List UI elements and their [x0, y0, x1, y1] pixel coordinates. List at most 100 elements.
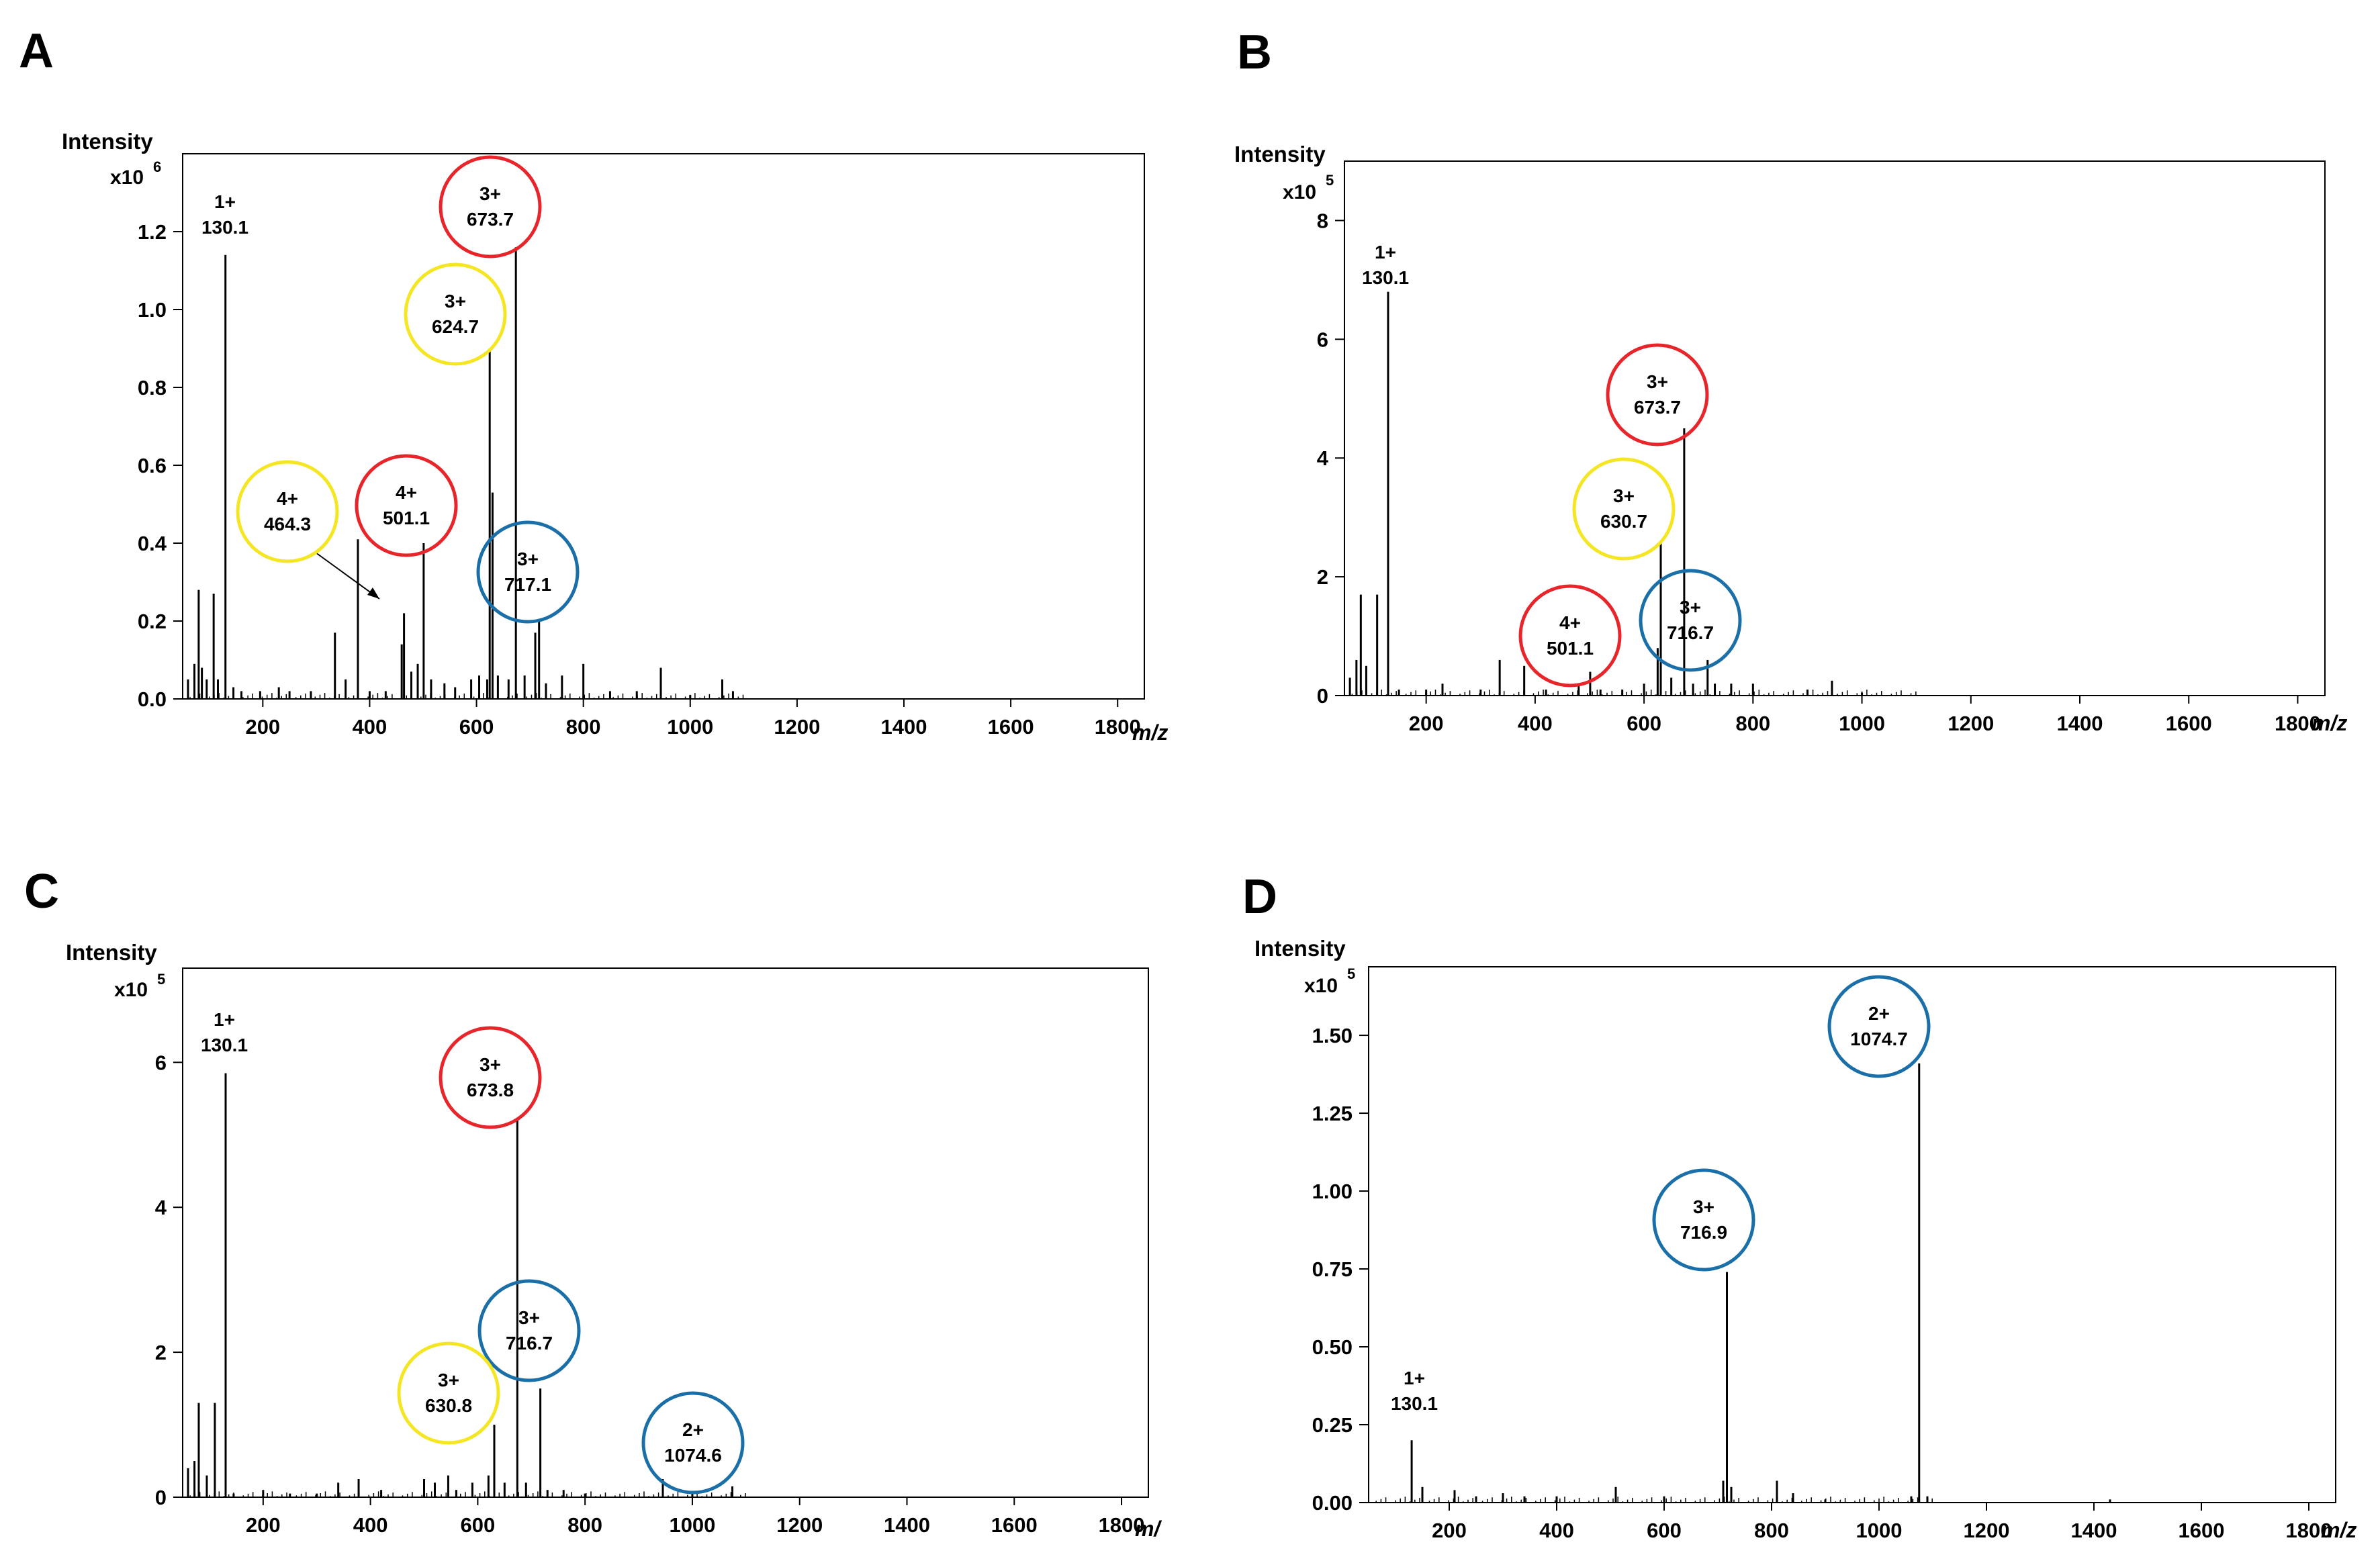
peak-annotations: 1+ 130.1 3+ 673.7 3+ 624.7 4+ 464.3 4+ 501.1 3+ 717…	[201, 155, 1931, 1495]
baseline-noise	[1351, 690, 1917, 696]
x-tick-label: 400	[353, 715, 387, 739]
charge-label: 1+	[214, 1009, 235, 1030]
y-tick-label: 2	[155, 1341, 167, 1364]
multiplier-c: x10	[114, 979, 148, 1001]
mz-label: 630.7	[1600, 511, 1647, 532]
y-axis-label-c: Intensity	[66, 940, 157, 965]
x-tick-label: 1600	[2166, 712, 2212, 735]
spectrum-c	[187, 1073, 746, 1497]
y-ticks-a: 0.0 0.2 0.4 0.6 0.8 1.0 1.2	[138, 220, 183, 711]
charge-label: 3+	[1613, 485, 1635, 506]
x-axis-label-a: m/z	[1132, 720, 1168, 745]
y-tick-label: 4	[1317, 446, 1329, 470]
peak-annotation-d: 1+ 130.1	[1391, 1368, 1438, 1414]
peak-annotation-d: 2+ 1074.7	[1827, 975, 1931, 1078]
annotation-circle	[1572, 457, 1676, 561]
x-tick-label: 1200	[1964, 1519, 2010, 1542]
peak-annotation-b: 3+ 716.7	[1639, 569, 1742, 672]
arrowhead-a	[367, 587, 379, 599]
x-tick-label: 1800	[1095, 715, 1141, 739]
y-tick-label: 0.8	[138, 376, 167, 399]
x-ticks-a: 200 400 600 800 1000 1200 1400 1600 1800	[245, 699, 1141, 739]
mz-label: 673.8	[467, 1080, 514, 1100]
y-ticks-d: 0.00 0.25 0.50 0.75 1.00 1.25 1.50	[1312, 1024, 1369, 1515]
charge-label: 3+	[438, 1370, 459, 1390]
x-tick-label: 1200	[774, 715, 820, 739]
panel-a: A Intensity x10 6 m/z 0.0 0.2 0.4 0.6 0.8 1.0…	[19, 24, 1168, 745]
x-tick-label: 1000	[1839, 712, 1885, 735]
mz-label: 624.7	[432, 316, 479, 337]
annotation-circle	[1652, 1168, 1755, 1272]
mz-label: 501.1	[1547, 638, 1594, 659]
mz-label: 130.1	[1391, 1393, 1438, 1414]
x-axis-label-d: m/z	[2321, 1518, 2356, 1542]
peak-annotation-b: 3+ 673.7	[1606, 343, 1709, 446]
plot-frame-b	[1344, 160, 2326, 696]
x-tick-label: 200	[1432, 1519, 1467, 1542]
x-tick-label: 200	[246, 1513, 281, 1537]
annotation-circle	[404, 263, 507, 366]
y-tick-label: 1.2	[138, 220, 167, 244]
mz-label: 716.7	[1667, 622, 1714, 643]
annotation-circle	[1518, 584, 1622, 687]
annotation-circle	[236, 460, 339, 563]
mz-label: 501.1	[383, 508, 430, 528]
baseline-noise	[189, 693, 744, 699]
annotation-arrow-a	[315, 552, 380, 600]
mz-label: 130.1	[201, 1035, 248, 1055]
mz-label: 630.8	[425, 1395, 472, 1416]
y-tick-label: 0.2	[138, 610, 167, 633]
annotation-circle	[439, 155, 542, 258]
mz-label: 1074.7	[1850, 1029, 1908, 1049]
charge-label: 3+	[517, 549, 539, 569]
charge-label: 1+	[1404, 1368, 1425, 1388]
peak-annotation-d: 3+ 716.9	[1652, 1168, 1755, 1272]
peak-annotation-c: 3+ 673.8	[439, 1026, 542, 1129]
y-tick-label: 0.6	[138, 454, 167, 477]
charge-label: 3+	[1693, 1196, 1714, 1217]
mz-label: 1074.6	[664, 1445, 722, 1466]
y-tick-label: 2	[1317, 565, 1328, 589]
x-tick-label: 800	[1735, 712, 1770, 735]
charge-label: 3+	[445, 291, 466, 312]
charge-label: 1+	[214, 191, 236, 212]
peak-annotation-b: 1+ 130.1	[1362, 242, 1409, 288]
x-tick-label: 1400	[2071, 1519, 2117, 1542]
x-tick-label: 1600	[988, 715, 1034, 739]
plot-frame-a	[182, 153, 1145, 700]
spectrum-b	[1348, 291, 1917, 696]
y-tick-label: 1.50	[1312, 1024, 1353, 1047]
annotation-circle	[1606, 343, 1709, 446]
mz-label: 717.1	[504, 574, 551, 595]
y-tick-label: 0	[155, 1486, 167, 1509]
annotation-circle	[397, 1341, 500, 1445]
x-tick-label: 800	[1754, 1519, 1789, 1542]
peak-annotation-a: 4+ 464.3	[236, 460, 339, 563]
mz-label: 673.7	[1634, 397, 1681, 418]
y-ticks-c: 0 2 4 6	[155, 1051, 183, 1509]
charge-label: 2+	[1868, 1003, 1890, 1024]
x-tick-label: 1200	[1948, 712, 1994, 735]
y-tick-label: 1.0	[138, 298, 167, 322]
peak-annotation-a: 1+ 130.1	[201, 191, 248, 238]
x-tick-label: 400	[353, 1513, 388, 1537]
plot-frame-c	[182, 967, 1149, 1498]
x-tick-label: 1600	[2179, 1519, 2225, 1542]
mz-label: 716.7	[506, 1333, 553, 1354]
y-tick-label: 1.00	[1312, 1180, 1353, 1203]
x-axis-label-b: m/z	[2312, 711, 2347, 735]
charge-label: 4+	[1559, 612, 1581, 633]
charge-label: 4+	[277, 488, 298, 509]
charge-label: 2+	[682, 1419, 704, 1440]
charge-label: 1+	[1375, 242, 1396, 263]
baseline-noise	[1375, 1497, 1933, 1503]
charge-label: 3+	[1647, 371, 1668, 392]
y-tick-label: 0.4	[138, 532, 167, 555]
x-tick-label: 200	[245, 715, 280, 739]
y-tick-label: 0.25	[1312, 1413, 1353, 1437]
charge-label: 4+	[396, 482, 417, 503]
y-tick-label: 0.0	[138, 687, 167, 711]
x-ticks-b: 200 400 600 800 1000 1200 1400 1600 1800	[1409, 696, 2321, 735]
peak-annotation-a: 3+ 624.7	[404, 263, 507, 366]
x-tick-label: 600	[1647, 1519, 1682, 1542]
